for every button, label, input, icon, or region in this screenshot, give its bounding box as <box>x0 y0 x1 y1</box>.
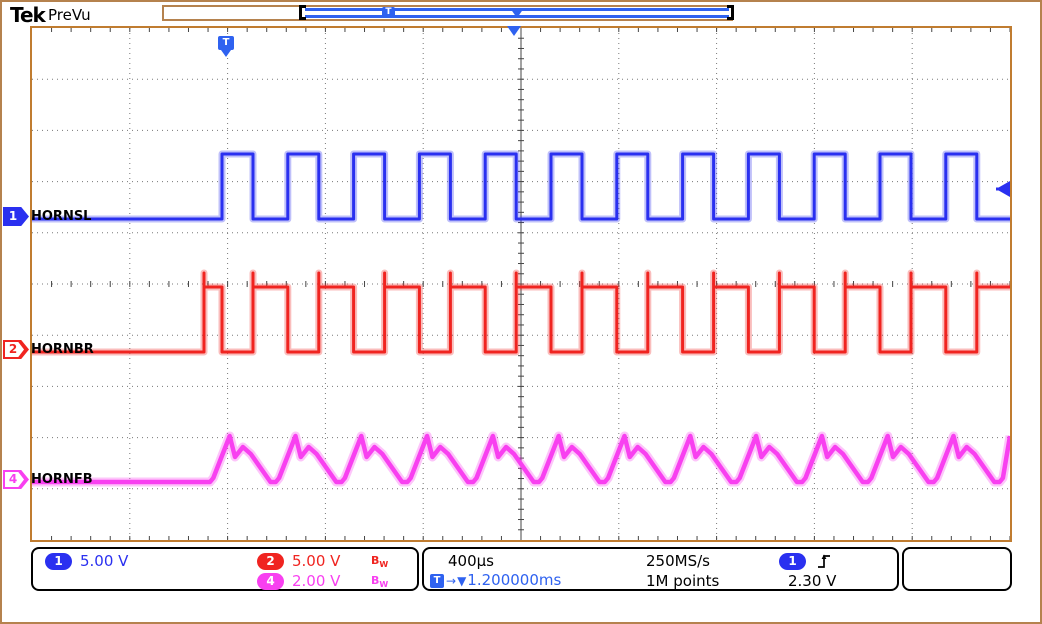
ch4-bandwidth-icon: BW <box>371 574 389 590</box>
trigger-t-icon: T <box>430 573 444 588</box>
trigger-time-marker-icon: T <box>218 36 234 57</box>
record-view-bar: T <box>162 5 734 21</box>
channel-4-badge-icon: 4 <box>3 470 29 489</box>
expansion-point-marker-icon <box>510 8 524 18</box>
tek-logo: Tek <box>10 3 46 27</box>
channel-1-badge-icon: 1 <box>3 207 29 226</box>
graticule: T <box>30 26 1012 542</box>
channel-2-badge-icon: 2 <box>3 340 29 359</box>
channel-4-label: HORNFB <box>31 472 93 487</box>
trace-ch1 <box>32 152 1010 221</box>
channel-2-tag: 2 HORNBR <box>3 340 94 359</box>
ch2-badge: 2 <box>257 553 284 570</box>
window-bracket-right-icon <box>727 5 734 20</box>
acquisition-mode-label: PreVu <box>48 6 91 24</box>
ch2-scale: 5.00 V <box>292 552 341 570</box>
ch4-badge: 4 <box>257 573 284 590</box>
channel-1-tag: 1 HORNSL <box>3 207 92 226</box>
trace-ch2 <box>32 271 1010 354</box>
trigger-delay-value: 1.200000ms <box>467 571 562 589</box>
timebase-readout: 400µs <box>448 552 494 570</box>
channel-2-label: HORNBR <box>31 342 94 357</box>
record-length-readout: 1M points <box>646 572 720 590</box>
trigger-position-flag-icon: T <box>382 7 395 18</box>
trigger-source-badge: 1 <box>779 553 806 570</box>
trigger-level-readout: 2.30 V <box>788 572 837 590</box>
trace-ch4 <box>32 433 1010 485</box>
arrow-right-icon: → <box>446 573 457 588</box>
empty-readout-box <box>902 547 1012 591</box>
status-bar: 1 5.00 V 2 5.00 V BW 4 2.00 V BW 400µs 2… <box>2 547 1040 595</box>
rising-edge-icon <box>818 554 830 568</box>
ch1-badge: 1 <box>45 553 72 570</box>
trigger-delay-readout: T → ▼ 1.200000ms <box>430 572 561 589</box>
ch2-bandwidth-icon: BW <box>371 554 389 570</box>
center-expansion-marker-icon <box>507 26 521 36</box>
triangle-down-icon: ▼ <box>457 573 467 588</box>
ch1-scale: 5.00 V <box>80 552 129 570</box>
channel-1-label: HORNSL <box>31 209 92 224</box>
sample-rate-readout: 250MS/s <box>646 552 710 570</box>
trigger-level-arrow-tail <box>996 187 1004 191</box>
channel-4-tag: 4 HORNFB <box>3 470 93 489</box>
ch4-scale: 2.00 V <box>292 572 341 590</box>
horizontal-trigger-box: 400µs 250MS/s 1 T → ▼ 1.200000ms 1M poin… <box>422 547 899 591</box>
channel-scales-box: 1 5.00 V 2 5.00 V BW 4 2.00 V BW <box>31 547 419 591</box>
waveform-display <box>32 28 1010 540</box>
window-bracket-left-icon <box>299 5 306 20</box>
